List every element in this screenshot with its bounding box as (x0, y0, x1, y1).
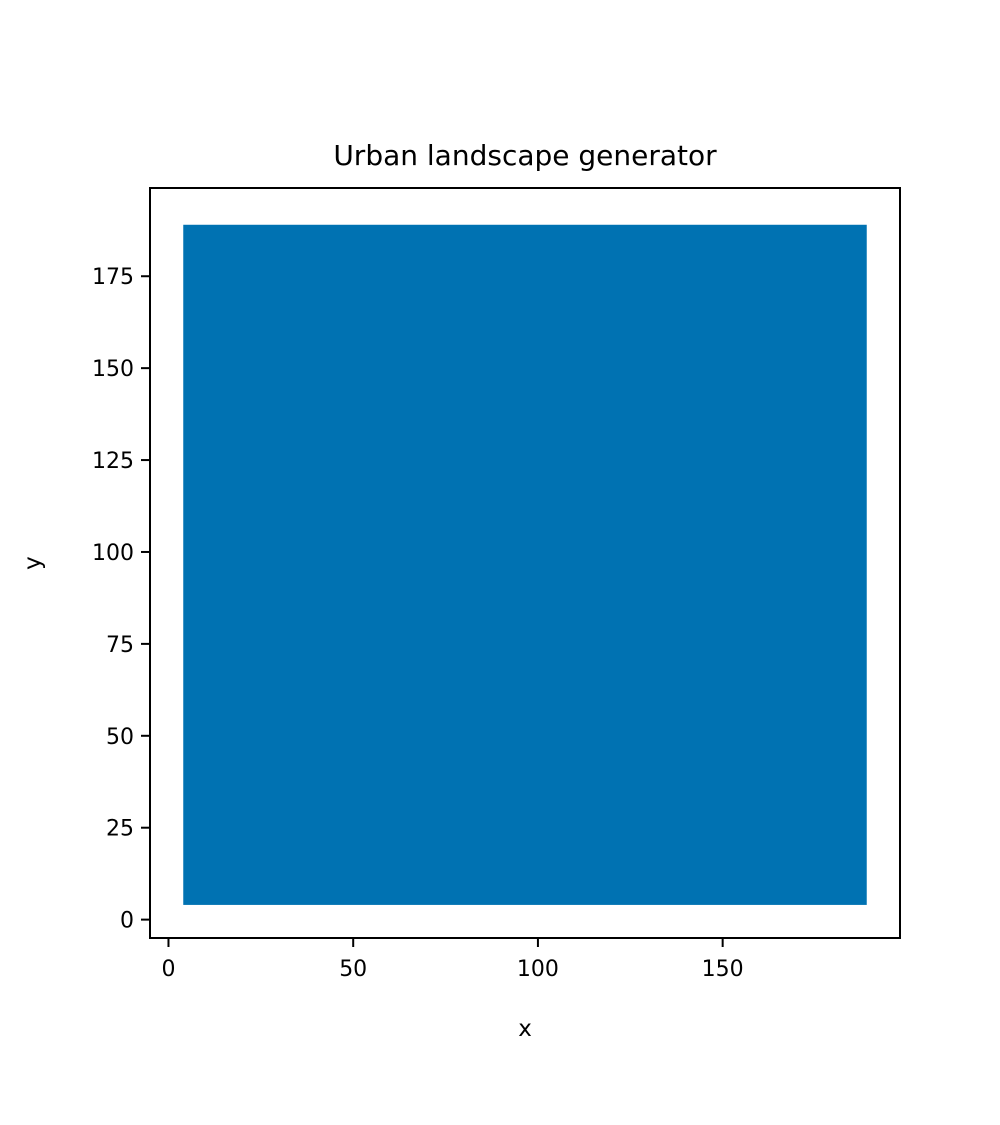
x-tick-label-3: 100 (517, 957, 559, 982)
x-tick-label-4: 150 (702, 957, 744, 982)
x-tick-label-2: 50 (339, 957, 367, 982)
y-tick-label-5: 100 (92, 541, 134, 566)
y-tick-label-1: 0 (120, 909, 134, 934)
plot-area (183, 224, 867, 905)
y-tick-label-8: 175 (92, 265, 134, 290)
y-tick-label-3: 50 (106, 725, 134, 750)
x-tick-label-1: 0 (161, 957, 175, 982)
y-axis-label: y (20, 556, 46, 570)
y-tick-label-7: 150 (92, 357, 134, 382)
y-axis: 0 25 50 75 100 125 150 175 (92, 265, 150, 934)
x-axis: 0 50 100 150 (161, 938, 744, 982)
y-tick-label-2: 25 (106, 817, 134, 842)
x-axis-label: x (518, 1016, 532, 1042)
chart-title: Urban landscape generator (333, 139, 717, 172)
y-tick-label-4: 75 (106, 633, 134, 658)
axes-frame (149, 187, 901, 939)
filled-region-1 (183, 224, 867, 905)
y-tick-label-6: 125 (92, 449, 134, 474)
